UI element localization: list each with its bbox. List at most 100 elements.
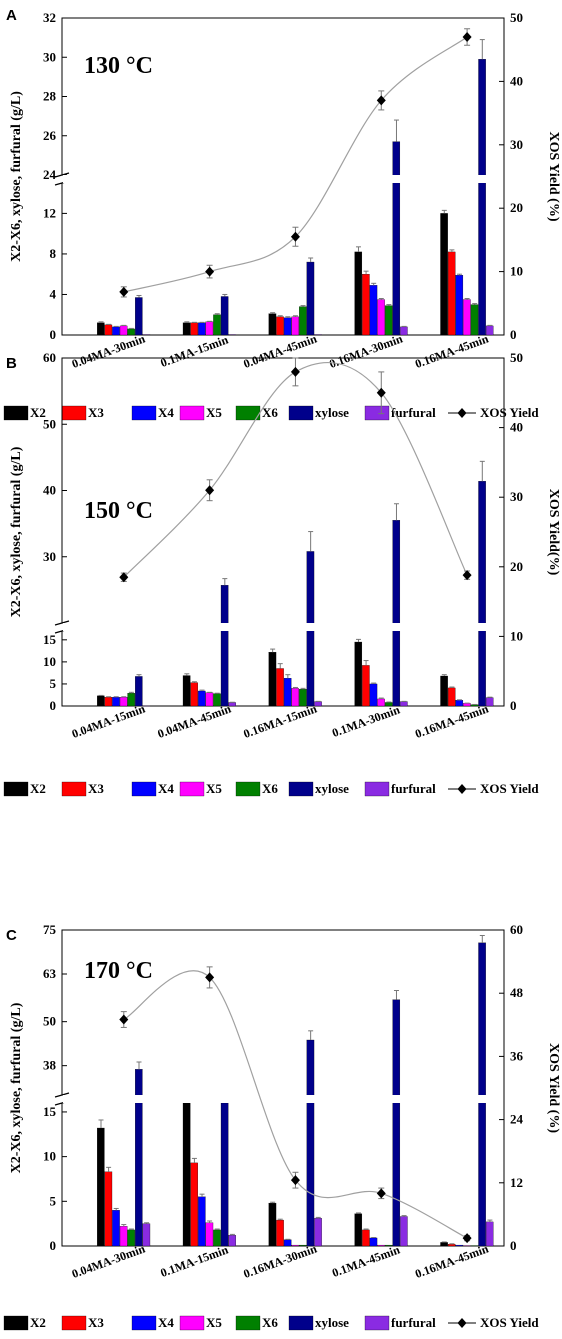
legend-label: X5	[206, 405, 222, 420]
right-tick-label: 20	[510, 200, 523, 215]
bar-X5	[205, 321, 214, 336]
legend-swatch-X4	[131, 405, 157, 421]
category-label: 0.16MA-45min	[413, 1241, 490, 1281]
legend-swatch-X3	[61, 1315, 87, 1331]
left-axis-title: X2-X6, xylose, furfural (g/L)	[9, 91, 24, 262]
category-label: 0.1MA-45min	[330, 1242, 402, 1280]
legend-label: X4	[158, 781, 174, 796]
xos-yield-point	[290, 366, 300, 377]
legend-label: XOS Yield	[480, 1315, 539, 1330]
legend-yield-marker	[457, 1318, 467, 1328]
right-axis-title: XOS Yield (%)	[546, 132, 561, 222]
legend-swatch-X5	[179, 781, 205, 797]
category-label: 0.04MA-45min	[156, 701, 233, 741]
bar-furfural	[142, 1223, 151, 1247]
bars	[97, 39, 494, 336]
bar-X6	[299, 306, 307, 336]
xos-yield-point	[119, 286, 129, 297]
left-tick-label: 10	[43, 654, 56, 669]
xos-yield-line	[123, 36, 468, 293]
bar-X4	[198, 690, 206, 707]
bar-furfural	[400, 1216, 408, 1247]
bar-X3	[104, 324, 113, 336]
bar-X3	[190, 1162, 198, 1247]
bar-X2	[268, 313, 277, 336]
bar-xylose	[306, 1039, 315, 1247]
legend-swatch-X5	[179, 1315, 205, 1331]
left-tick-label: 8	[50, 246, 57, 261]
bar-X6	[299, 689, 307, 707]
legend-label: X5	[206, 781, 222, 796]
legend-swatch-X4	[131, 1315, 157, 1331]
legend-yield-marker	[457, 784, 467, 794]
legend-swatch-xylose	[288, 405, 314, 421]
bar-xylose	[220, 296, 229, 336]
left-tick-label: 50	[43, 416, 56, 431]
bar-X6	[384, 305, 393, 336]
bar-furfural	[142, 334, 151, 336]
axis-break-gap	[56, 175, 68, 183]
bar-X2	[440, 213, 448, 336]
bar-X2	[268, 652, 277, 707]
legend-swatch-X2	[3, 781, 29, 797]
bar-X2	[97, 1127, 105, 1247]
left-tick-label: 0	[50, 1238, 57, 1253]
right-tick-label: 10	[510, 264, 523, 279]
legend-swatch-X3	[61, 405, 87, 421]
bar-X3	[276, 668, 284, 707]
category-label: 0.1MA-15min	[158, 1242, 230, 1280]
bar-X3	[190, 322, 198, 336]
bar-X4	[283, 678, 292, 707]
bar-X5	[463, 299, 471, 336]
bar-break-gap	[63, 623, 503, 631]
left-tick-label: 38	[43, 1058, 57, 1073]
axis-break-gap	[56, 623, 68, 631]
right-tick-label: 30	[510, 137, 523, 152]
panel-label: B	[6, 355, 17, 372]
legend-label: X2	[30, 405, 46, 420]
right-tick-label: 36	[510, 1048, 524, 1063]
category-label: 0.04MA-30min	[70, 331, 147, 371]
xos-yield-point	[290, 1175, 300, 1186]
bar-xylose	[478, 942, 486, 1247]
left-tick-label: 30	[43, 549, 56, 564]
right-tick-label: 10	[510, 628, 523, 643]
legend: X2 X3 X4 X5 X6 xylose furfural XOS Yield	[3, 405, 539, 421]
legend-label: X3	[88, 1315, 104, 1330]
bar-X2	[440, 1242, 448, 1247]
bar-X4	[198, 322, 206, 336]
xos-yield-point	[462, 1233, 472, 1244]
xos-yield-point	[462, 570, 472, 581]
legend-swatch-X2	[3, 405, 29, 421]
bar-X3	[276, 316, 284, 336]
bar-X6	[299, 1244, 307, 1247]
category-label: 0.04MA-45min	[242, 331, 319, 371]
legend-label: xylose	[315, 405, 349, 420]
bar-X3	[104, 697, 113, 707]
category-label: 0.1MA-30min	[330, 702, 402, 740]
bar-X4	[283, 317, 292, 336]
left-tick-label: 5	[50, 676, 57, 691]
left-tick-label: 12	[43, 205, 56, 220]
bar-furfural	[400, 701, 408, 707]
bar-X3	[104, 1171, 113, 1247]
bar-X4	[112, 1210, 120, 1247]
legend-swatch-X6	[235, 781, 261, 797]
legend-swatch-X3	[61, 781, 87, 797]
bar-furfural	[314, 1218, 322, 1247]
left-tick-label: 0	[50, 327, 57, 342]
bar-X4	[283, 1239, 292, 1247]
legend-label: X6	[262, 405, 278, 420]
bar-furfural	[228, 1235, 236, 1247]
bar-X2	[354, 641, 363, 707]
bar-X4	[369, 683, 378, 707]
left-axis-title: X2-X6, xylose, furfural (g/L)	[9, 1002, 24, 1173]
category-label: 0.04MA-30min	[70, 1241, 147, 1281]
legend-label: X6	[262, 781, 278, 796]
bar-X5	[463, 1245, 471, 1247]
xos-yield-point	[119, 572, 129, 583]
legend-label: xylose	[315, 1315, 349, 1330]
left-tick-label: 32	[43, 10, 56, 25]
bar-xylose	[306, 261, 315, 336]
